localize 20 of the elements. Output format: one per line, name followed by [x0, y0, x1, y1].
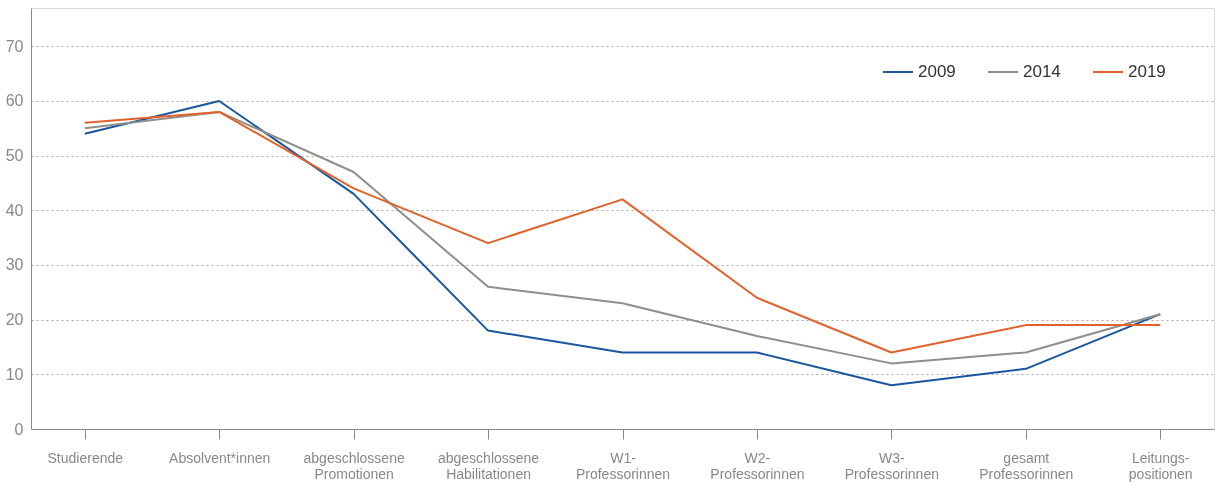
y-tick-label: 10 [5, 365, 24, 383]
x-tick-label: Studierende [47, 449, 124, 466]
y-tick-label: 50 [5, 147, 24, 165]
x-tick-label: gesamt Professorinnen [979, 449, 1074, 482]
x-tick-label: abgeschlossene Habilitationen [437, 449, 540, 482]
legend-label: 2009 [918, 62, 956, 81]
y-tick-label: 60 [5, 92, 24, 110]
x-tick-label: W2- Professorinnen [710, 449, 805, 482]
y-tick-label: 30 [5, 256, 24, 274]
y-tick-label: 70 [5, 37, 24, 55]
y-tick-label: 40 [5, 201, 24, 219]
x-tick-label: W3- Professorinnen [844, 449, 939, 482]
x-tick-label: Leitungs- positionen [1128, 449, 1193, 482]
legend-label: 2019 [1128, 62, 1166, 81]
y-tick-label: 20 [5, 311, 24, 329]
x-tick-label: abgeschlossene Promotionen [303, 449, 405, 482]
x-tick-label: Absolvent*innen [169, 449, 271, 466]
x-tick-label: W1- Professorinnen [575, 449, 671, 482]
y-tick-label: 0 [14, 420, 24, 438]
legend-label: 2014 [1023, 62, 1061, 81]
